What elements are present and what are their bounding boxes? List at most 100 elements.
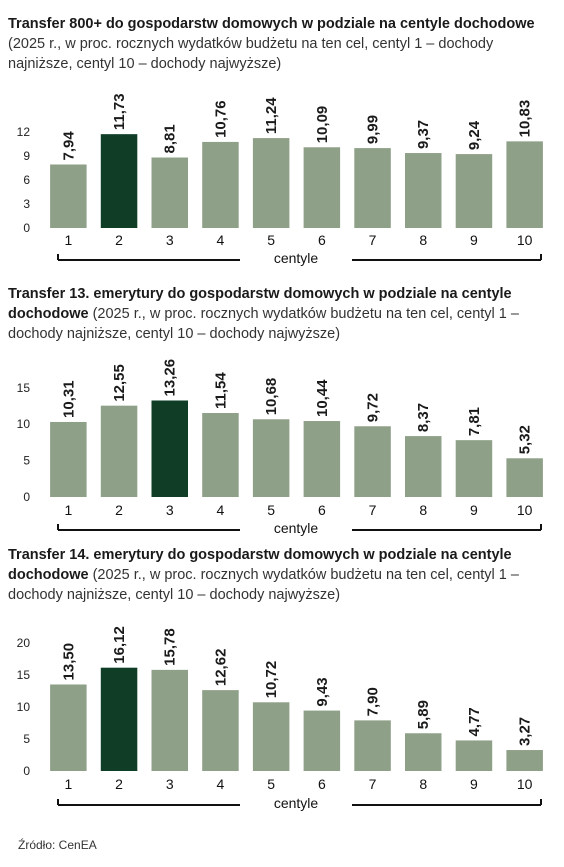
y-tick-label: 5	[23, 732, 30, 746]
x-tick-label: 4	[217, 232, 225, 248]
data-label: 9,24	[466, 120, 483, 150]
data-label: 7,90	[365, 687, 382, 716]
bar	[202, 690, 239, 771]
data-label: 10,09	[314, 106, 331, 144]
data-label: 9,37	[415, 120, 432, 149]
chart-title: Transfer 14. emerytury do gospodarstw do…	[8, 545, 558, 605]
x-tick-label: 10	[517, 232, 533, 248]
chart-title: Transfer 800+ do gospodarstw domowych w …	[8, 14, 558, 74]
x-tick-label: 8	[419, 232, 427, 248]
chart-title-text: Transfer 14. emerytury do gospodarstw do…	[8, 547, 512, 583]
data-label: 11,24	[263, 97, 280, 134]
data-label: 10,72	[263, 661, 280, 699]
data-label: 13,26	[162, 359, 179, 397]
bar	[303, 147, 341, 228]
x-tick-label: 6	[318, 776, 326, 792]
bar	[100, 134, 138, 228]
y-tick-label: 15	[17, 668, 31, 682]
bar	[354, 148, 391, 228]
x-tick-label: 3	[166, 776, 174, 792]
x-tick-label: 1	[64, 232, 72, 248]
y-tick-label: 5	[23, 454, 30, 468]
bar	[50, 684, 87, 771]
x-tick-label: 8	[419, 502, 427, 518]
source-note: Źródło: CenEA	[18, 838, 97, 852]
bar	[100, 667, 138, 771]
y-tick-label: 10	[17, 417, 31, 431]
data-label: 7,81	[466, 407, 483, 436]
x-tick-label: 10	[517, 502, 533, 518]
bar	[404, 733, 442, 771]
data-label: 4,77	[466, 707, 483, 736]
data-label: 11,73	[111, 93, 128, 130]
data-label: 5,89	[415, 700, 432, 729]
bar	[506, 141, 543, 228]
data-label: 9,99	[365, 115, 382, 144]
bar-chart-800plus: 0 3 6 9 12 7,94 1 11,73 2 8,81 3 10,76 4 11,24 5 10,09 6…	[17, 93, 543, 266]
x-axis-label: centyle	[274, 250, 319, 266]
bar	[506, 458, 543, 497]
data-label: 9,72	[365, 393, 382, 422]
x-tick-label: 6	[318, 502, 326, 518]
bar	[404, 436, 442, 497]
x-tick-label: 9	[470, 776, 478, 792]
bar	[354, 720, 391, 771]
bar	[252, 138, 290, 228]
chart-subtitle: (2025 r., w proc. rocznych wydatków budż…	[8, 306, 519, 342]
x-tick-label: 9	[470, 502, 478, 518]
y-tick-label: 0	[23, 764, 30, 778]
x-tick-label: 5	[267, 502, 275, 518]
data-label: 5,32	[517, 425, 534, 454]
y-tick-label: 20	[17, 636, 31, 650]
y-tick-label: 3	[23, 197, 30, 211]
data-label: 10,44	[314, 379, 331, 417]
chart-title-text: Transfer 800+ do gospodarstw domowych w …	[8, 16, 535, 32]
data-label: 8,81	[162, 124, 179, 153]
data-label: 10,76	[212, 100, 229, 138]
bar	[151, 400, 189, 497]
data-label: 10,68	[263, 378, 280, 416]
x-tick-label: 7	[369, 502, 377, 518]
bar	[151, 669, 189, 771]
x-tick-label: 6	[318, 232, 326, 248]
x-tick-label: 7	[369, 776, 377, 792]
data-label: 12,62	[212, 649, 229, 687]
y-tick-label: 0	[23, 490, 30, 504]
x-tick-label: 9	[470, 232, 478, 248]
x-tick-label: 7	[369, 232, 377, 248]
bar	[202, 413, 239, 497]
x-tick-label: 1	[64, 776, 72, 792]
bar	[151, 157, 189, 228]
y-tick-label: 10	[17, 700, 31, 714]
y-tick-label: 6	[23, 173, 30, 187]
y-tick-label: 0	[23, 221, 30, 235]
x-axis-label: centyle	[274, 520, 319, 536]
bar	[50, 164, 87, 228]
data-label: 7,94	[60, 131, 77, 161]
chart-title-text: Transfer 13. emerytury do gospodarstw do…	[8, 286, 512, 322]
x-tick-label: 3	[166, 232, 174, 248]
bar	[354, 426, 391, 497]
x-tick-label: 5	[267, 776, 275, 792]
x-tick-label: 10	[517, 776, 533, 792]
bar	[252, 702, 290, 771]
chart-title: Transfer 13. emerytury do gospodarstw do…	[8, 284, 558, 344]
bar	[455, 740, 493, 771]
bar	[455, 154, 493, 228]
x-tick-label: 2	[115, 232, 123, 248]
data-label: 13,50	[60, 643, 77, 681]
x-tick-label: 1	[64, 502, 72, 518]
bar-chart-13-emerytura: 0 5 10 15 10,31 1 12,55 2 13,26 3 11,54 4 10,68 5 10,4…	[17, 359, 543, 536]
bar	[252, 419, 290, 497]
x-tick-label: 2	[115, 502, 123, 518]
data-label: 11,54	[212, 372, 229, 409]
bar-chart-14-emerytura: 0 5 10 15 20 13,50 1 16,12 2 15,78 3 12,62 4 10,72 5 9,…	[17, 626, 543, 811]
bar	[50, 421, 87, 497]
bar	[404, 153, 442, 228]
bar	[455, 440, 493, 497]
x-tick-label: 5	[267, 232, 275, 248]
chart-subtitle: (2025 r., w proc. rocznych wydatków budż…	[8, 36, 494, 72]
data-label: 3,27	[517, 717, 534, 746]
bar	[303, 710, 341, 771]
data-label: 12,55	[111, 364, 128, 402]
